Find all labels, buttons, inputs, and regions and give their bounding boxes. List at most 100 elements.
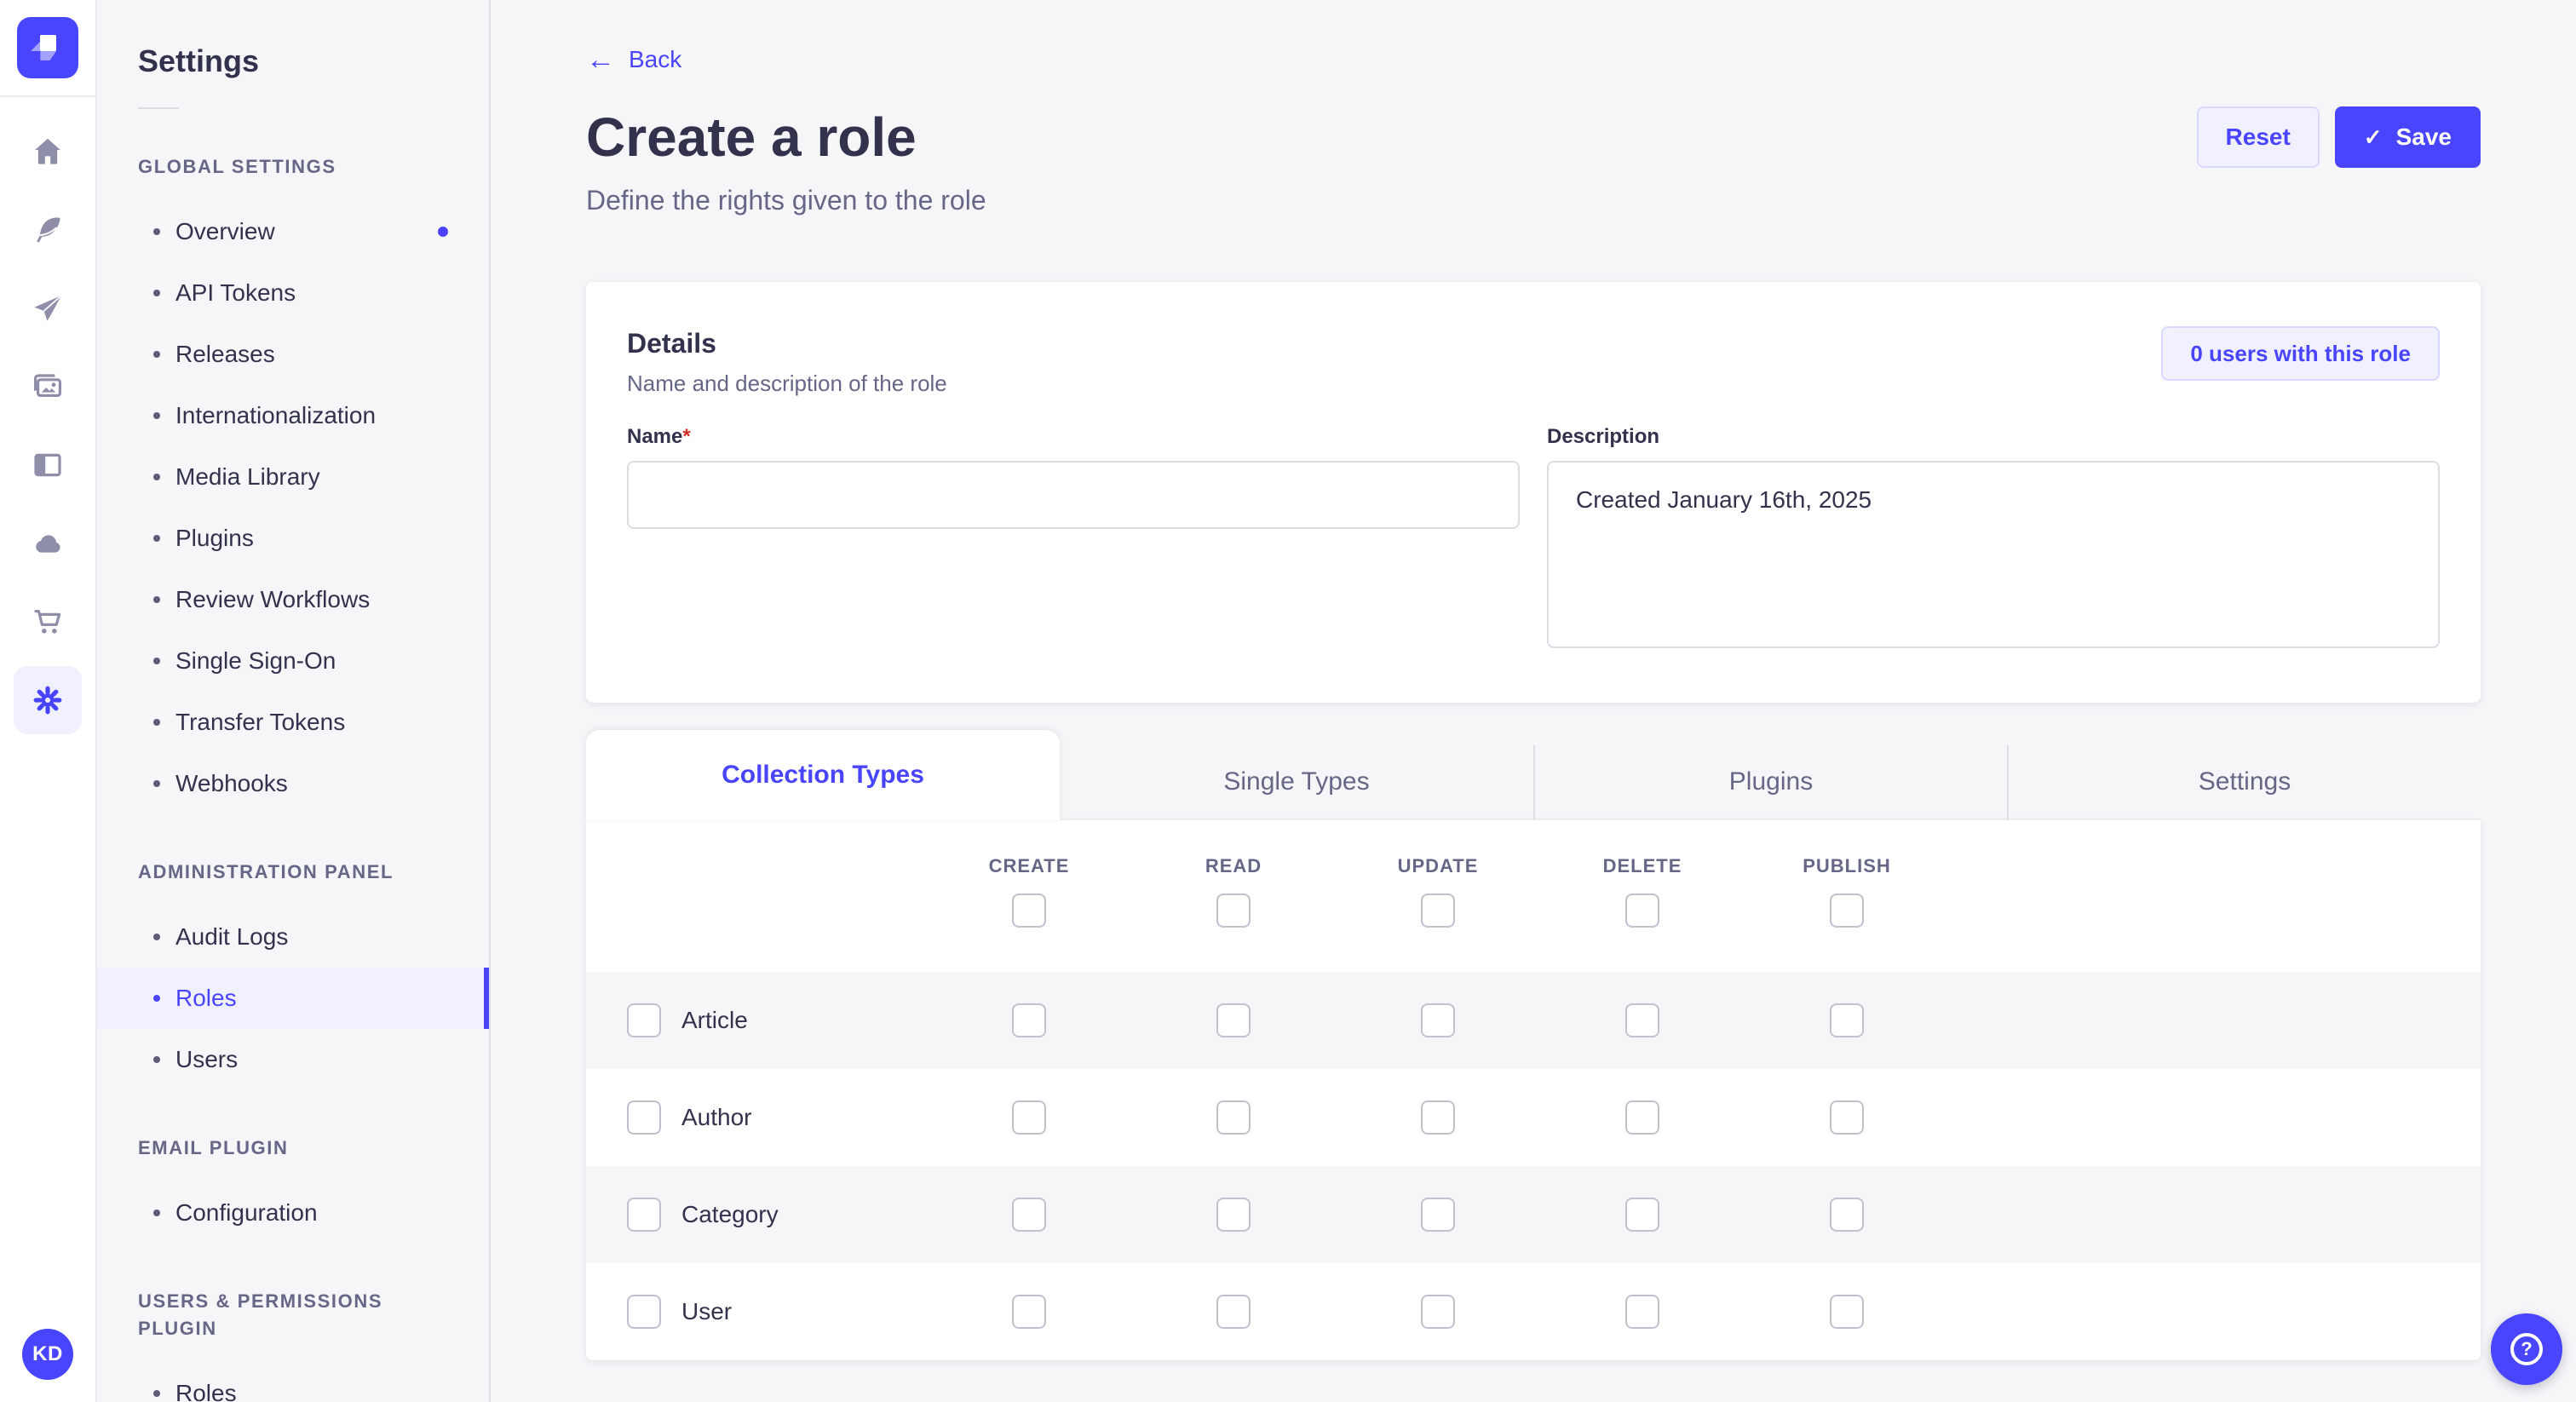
users-with-role-button[interactable]: 0 users with this role [2161, 326, 2440, 381]
marketplace-cart-icon[interactable] [14, 588, 82, 656]
sidebar-item-up-roles[interactable]: Roles [97, 1363, 489, 1402]
details-card: Details Name and description of the role… [586, 282, 2481, 703]
sidebar-item-users[interactable]: Users [97, 1029, 489, 1090]
media-library-icon[interactable] [14, 353, 82, 421]
checkbox-author-create[interactable] [1012, 1100, 1046, 1135]
tab-collection-types[interactable]: Collection Types [586, 730, 1060, 820]
table-row-category: Category [586, 1166, 2481, 1263]
checkbox-category-update[interactable] [1421, 1198, 1455, 1232]
section-heading-email-plugin: EMAIL PLUGIN [138, 1137, 289, 1158]
sidebar-item-review-workflows[interactable]: Review Workflows [97, 569, 489, 630]
checkbox-author-read[interactable] [1216, 1100, 1251, 1135]
details-subtitle: Name and description of the role [627, 371, 947, 396]
bullet-icon [153, 1056, 160, 1063]
home-icon[interactable] [14, 118, 82, 186]
sidebar-title-divider [138, 107, 179, 109]
sidebar-title: Settings [138, 43, 260, 78]
checkbox-select-all-delete[interactable] [1625, 893, 1659, 928]
column-header-create: CREATE [988, 855, 1070, 876]
save-button[interactable]: ✓ Save [2334, 106, 2481, 168]
checkbox-user-update[interactable] [1421, 1295, 1455, 1329]
checkbox-article-delete[interactable] [1625, 1003, 1659, 1037]
sidebar-item-audit-logs[interactable]: Audit Logs [97, 906, 489, 968]
notification-dot [438, 227, 448, 237]
checkbox-select-all-update[interactable] [1421, 893, 1455, 928]
content-manager-feather-icon[interactable] [14, 196, 82, 264]
checkbox-user-delete[interactable] [1625, 1295, 1659, 1329]
sidebar-item-plugins[interactable]: Plugins [97, 508, 489, 569]
permissions-table-header: CREATE READ UPDATE DELETE [586, 820, 2481, 972]
bullet-icon [153, 658, 160, 664]
sidebar-item-transfer-tokens[interactable]: Transfer Tokens [97, 692, 489, 753]
checkbox-article-create[interactable] [1012, 1003, 1046, 1037]
releases-plane-icon[interactable] [14, 274, 82, 342]
checkbox-select-all-read[interactable] [1216, 893, 1251, 928]
bullet-icon [153, 719, 160, 726]
checkbox-article-publish[interactable] [1830, 1003, 1864, 1037]
check-icon: ✓ [2363, 124, 2383, 150]
sidebar-item-configuration[interactable]: Configuration [97, 1182, 489, 1244]
table-row-author: Author [586, 1069, 2481, 1166]
name-input[interactable] [627, 461, 1520, 529]
row-label: Article [681, 1007, 748, 1033]
description-field-group: Description Created January 16th, 2025 [1547, 423, 2440, 655]
bullet-icon [153, 1390, 160, 1397]
checkbox-category-all[interactable] [627, 1198, 661, 1232]
header-actions: Reset ✓ Save [2196, 106, 2481, 168]
icon-rail: KD [0, 0, 97, 1402]
checkbox-user-read[interactable] [1216, 1295, 1251, 1329]
page-title: Create a role [586, 106, 917, 168]
tab-plugins[interactable]: Plugins [1533, 745, 2007, 820]
back-link[interactable]: ← Back [586, 43, 682, 76]
checkbox-article-read[interactable] [1216, 1003, 1251, 1037]
bullet-icon [153, 596, 160, 603]
checkbox-author-update[interactable] [1421, 1100, 1455, 1135]
main-content: ← Back Create a role Define the rights g… [491, 0, 2576, 1402]
sidebar-item-media-library[interactable]: Media Library [97, 446, 489, 508]
checkbox-user-all[interactable] [627, 1295, 661, 1329]
bullet-icon [153, 1210, 160, 1216]
content-type-builder-icon[interactable] [14, 431, 82, 499]
column-header-read: READ [1205, 855, 1262, 876]
sidebar-item-webhooks[interactable]: Webhooks [97, 753, 489, 814]
bullet-icon [153, 228, 160, 235]
section-heading-global-settings: GLOBAL SETTINGS [138, 156, 336, 177]
checkbox-author-publish[interactable] [1830, 1100, 1864, 1135]
checkbox-author-all[interactable] [627, 1100, 661, 1135]
checkbox-category-create[interactable] [1012, 1198, 1046, 1232]
bullet-icon [153, 351, 160, 358]
tab-settings[interactable]: Settings [2007, 745, 2481, 820]
sidebar-item-api-tokens[interactable]: API Tokens [97, 262, 489, 324]
reset-button[interactable]: Reset [2196, 106, 2320, 168]
name-field-group: Name* [627, 423, 1520, 529]
checkbox-user-publish[interactable] [1830, 1295, 1864, 1329]
checkbox-category-read[interactable] [1216, 1198, 1251, 1232]
table-row-article: Article [586, 972, 2481, 1069]
sidebar-item-releases[interactable]: Releases [97, 324, 489, 385]
checkbox-select-all-publish[interactable] [1830, 893, 1864, 928]
description-textarea[interactable]: Created January 16th, 2025 [1547, 461, 2440, 648]
help-button[interactable]: ? [2491, 1313, 2562, 1385]
sidebar-item-roles[interactable]: Roles [97, 968, 489, 1029]
user-avatar[interactable]: KD [22, 1329, 73, 1380]
checkbox-author-delete[interactable] [1625, 1100, 1659, 1135]
sidebar-item-internationalization[interactable]: Internationalization [97, 385, 489, 446]
checkbox-category-publish[interactable] [1830, 1198, 1864, 1232]
checkbox-user-create[interactable] [1012, 1295, 1046, 1329]
strapi-logo[interactable] [17, 17, 78, 78]
checkbox-article-update[interactable] [1421, 1003, 1455, 1037]
row-label: User [681, 1298, 733, 1324]
question-mark-icon: ? [2510, 1333, 2543, 1365]
tab-single-types[interactable]: Single Types [1060, 745, 1533, 820]
checkbox-category-delete[interactable] [1625, 1198, 1659, 1232]
settings-gear-icon[interactable] [14, 666, 82, 734]
section-heading-administration-panel: ADMINISTRATION PANEL [138, 861, 394, 882]
checkbox-article-all[interactable] [627, 1003, 661, 1037]
sidebar-item-overview[interactable]: Overview [97, 201, 489, 262]
checkbox-select-all-create[interactable] [1012, 893, 1046, 928]
row-label: Category [681, 1201, 779, 1227]
rail-icons [14, 118, 82, 734]
deploy-cloud-icon[interactable] [14, 509, 82, 577]
sidebar-item-single-sign-on[interactable]: Single Sign-On [97, 630, 489, 692]
